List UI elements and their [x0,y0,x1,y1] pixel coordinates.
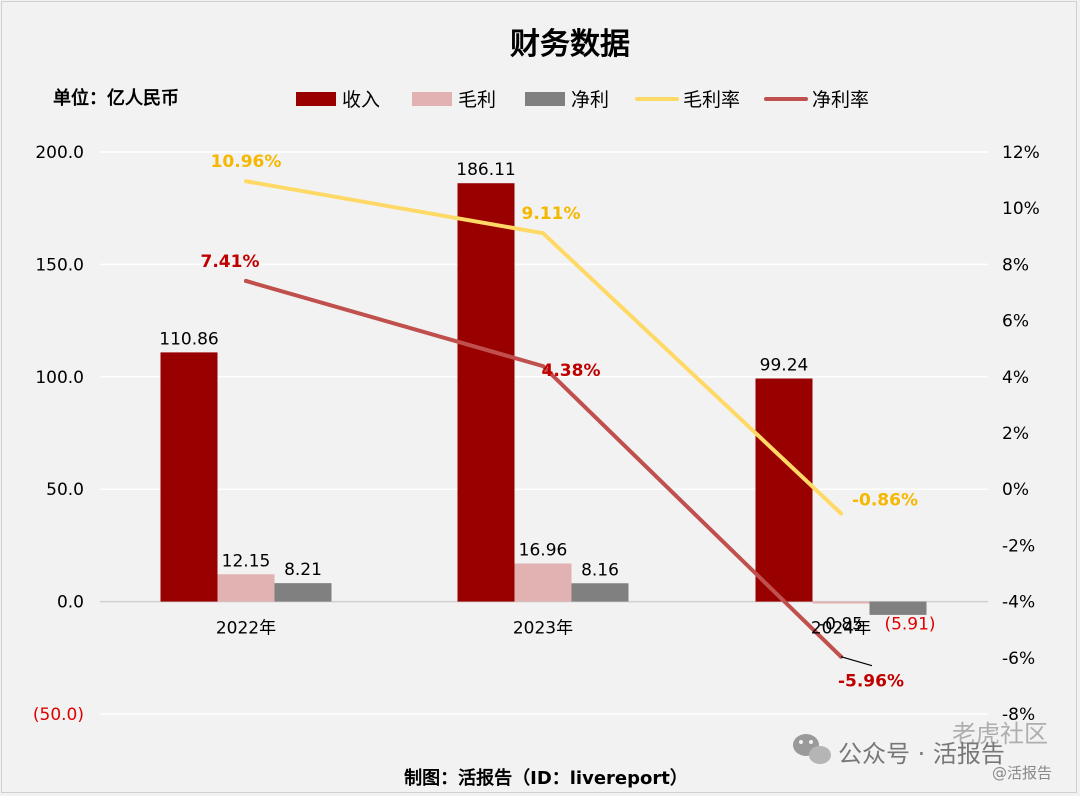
point-毛利率-2023年 [541,231,545,236]
legend-label-毛利: 毛利 [458,89,496,111]
bar-label-毛利-2024年: -0.85 [819,615,863,635]
y-left-tick-label: 150.0 [35,255,84,275]
legend-label-收入: 收入 [342,89,380,111]
label-leader-line [840,656,873,667]
x-category-label: 2023年 [513,619,573,639]
line-label-净利率-2023年: 4.38% [542,361,601,381]
bar-收入-2024年 [755,378,813,602]
bar-label-净利-2022年: 8.21 [284,560,322,580]
bar-label-收入-2022年: 110.86 [159,329,218,349]
y-right-tick-label: 2% [1002,424,1029,444]
legend-label-毛利率: 毛利率 [683,89,740,111]
watermark-text: 公众号 · 活报告 [838,740,1005,768]
y-right-tick-label: 12% [1002,143,1040,163]
y-right-tick-label: -2% [1002,536,1035,556]
legend-swatch-毛利 [412,92,452,106]
bar-毛利-2023年 [514,563,572,602]
y-left-tick-label: (50.0) [33,705,84,725]
x-category-label: 2022年 [216,619,276,639]
y-right-tick-label: 0% [1002,480,1029,500]
line-毛利率 [244,179,843,516]
line-label-净利率-2022年: 7.41% [201,252,260,272]
bar-净利-2024年 [869,601,927,615]
chart-title: 财务数据 [510,27,630,62]
bar-净利-2022年 [274,583,332,602]
bar-收入-2023年 [457,183,515,602]
legend-label-净利: 净利 [571,89,609,111]
bar-label-收入-2023年: 186.11 [456,160,515,180]
y-left-tick-label: 200.0 [35,143,84,163]
bar-毛利-2022年 [217,574,275,602]
y-right-tick-label: 10% [1002,199,1040,219]
bar-毛利-2024年 [812,601,870,604]
y-right-tick-label: 4% [1002,368,1029,388]
point-毛利率-2022年 [244,179,248,184]
legend-label-净利率: 净利率 [812,89,869,111]
wechat-icon [793,734,831,764]
point-净利率-2023年 [541,364,545,369]
line-label-毛利率-2023年: 9.11% [522,204,581,224]
axes-group: 200.0 150.0 100.0 50.0 0.0 (50.0) 12% 10% 8% 6% 4%… [33,143,1040,725]
watermark-small-text: @活报告 [992,764,1052,782]
line-label-毛利率-2022年: 10.96% [211,152,282,172]
legend-swatch-收入 [296,92,336,106]
line-label-毛利率-2024年: -0.86% [852,490,918,510]
point-净利率-2022年 [244,278,248,283]
labels-group: 110.86 186.11 99.24 12.15 16.96 -0.85 8.21 8.16… [159,152,935,691]
legend: 收入 毛利 净利 毛利率 净利率 [296,89,869,111]
unit-label: 单位：亿人民币 [53,87,179,109]
watermark-overlay-text: 老虎社区 [952,720,1048,748]
watermark: 公众号 · 活报告 老虎社区 @活报告 [793,720,1052,782]
bar-label-净利-2024年: (5.91) [884,615,935,635]
bar-label-毛利-2023年: 16.96 [519,540,568,560]
y-right-tick-label: 6% [1002,312,1029,332]
lines-group [244,179,873,667]
y-right-tick-label: -6% [1002,649,1035,669]
bar-收入-2022年 [160,352,218,602]
y-left-tick-label: 0.0 [57,593,84,613]
y-right-tick-label: -8% [1002,705,1035,725]
y-right-tick-label: -4% [1002,593,1035,613]
line-label-净利率-2024年: -5.96% [838,672,904,692]
bars-group [160,183,927,615]
y-left-tick-label: 50.0 [46,480,84,500]
bar-净利-2023年 [571,583,629,602]
x-category-label: 2024年 [811,619,871,639]
bar-label-收入-2024年: 99.24 [760,356,809,376]
bar-label-净利-2023年: 8.16 [581,560,619,580]
credit-text: 制图：活报告（ID：livereport） [404,767,688,789]
y-right-tick-label: 8% [1002,255,1029,275]
legend-swatch-净利 [525,92,565,106]
y-left-tick-label: 100.0 [35,368,84,388]
bar-label-毛利-2022年: 12.15 [222,551,271,571]
point-毛利率-2024年 [839,511,843,516]
